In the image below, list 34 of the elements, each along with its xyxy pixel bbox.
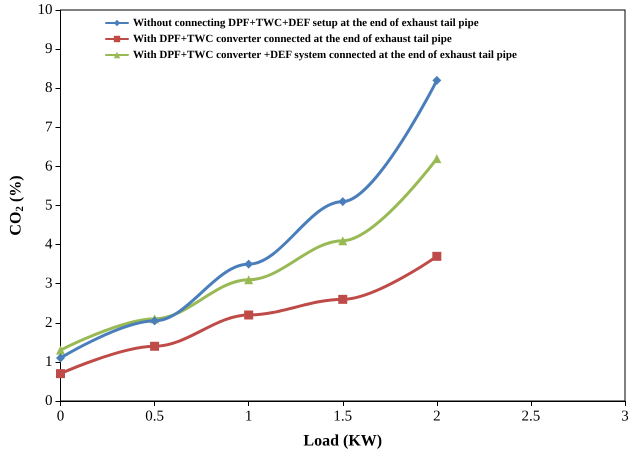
y-tick-label: 4	[45, 236, 53, 253]
point	[56, 369, 65, 378]
y-axis-title: CO2 (%)	[8, 175, 26, 236]
point	[56, 346, 65, 355]
point	[432, 76, 442, 85]
y-tick-label: 10	[38, 2, 52, 18]
x-tick-label: 3	[621, 408, 629, 424]
y-tick-label: 5	[45, 198, 52, 214]
y-tick-label: 0	[45, 393, 52, 409]
x-tick-label: 1	[244, 408, 252, 424]
point	[244, 260, 254, 269]
legend-label: With DPF+TWC converter connected at the end of exhaust tail pipe	[133, 33, 452, 45]
x-tick-label: 1.5	[333, 408, 352, 424]
y-tick-label: 7	[45, 119, 53, 136]
point	[56, 353, 65, 362]
point	[338, 294, 348, 304]
y-tick-label: 2	[45, 314, 52, 331]
x-tick-label: 2	[433, 408, 441, 424]
x-tick-label: 0.5	[145, 408, 164, 424]
point	[338, 236, 348, 246]
point	[244, 310, 254, 320]
point	[150, 342, 160, 351]
x-tick-label: 0	[56, 408, 64, 424]
y-tick-label: 9	[45, 41, 52, 58]
point	[244, 275, 254, 284]
y-tick-label: 3	[45, 276, 52, 292]
legend-label: With DPF+TWC converter +DEF system connected at the end of exhaust tail pipe	[133, 49, 517, 61]
legend-label: Without connecting DPF+TWC+DEF setup at the end of exhaust tail pipe	[133, 17, 479, 29]
x-axis-title: Load (KW)	[303, 432, 382, 450]
x-tick-label: 2.5	[522, 408, 540, 424]
y-tick-label: 1	[45, 354, 52, 370]
point	[432, 252, 442, 261]
y-tick-label: 8	[45, 80, 52, 96]
y-tick-label: 6	[45, 158, 53, 174]
